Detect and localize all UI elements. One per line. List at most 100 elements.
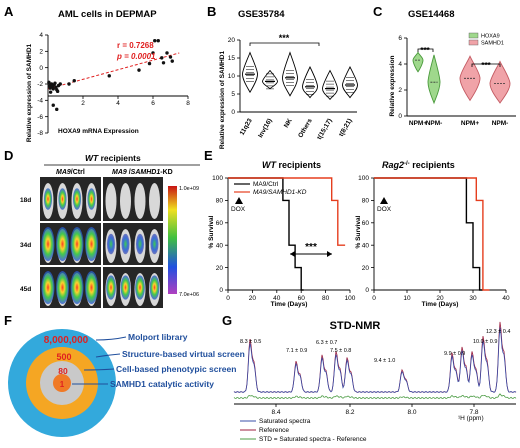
- panel-a: A AML cells in DEPMAP Relative expressio…: [4, 4, 190, 142]
- panel-e1-sig: ***: [305, 242, 317, 253]
- panel-e-ytick-label: 20: [362, 265, 370, 272]
- panel-c-ylabel: Relative expression: [389, 55, 396, 116]
- panel-e-ytick-label: 20: [216, 265, 224, 272]
- panel-a-point: [107, 74, 111, 78]
- panel-e-xtick-label: 0: [226, 295, 230, 302]
- panel-c-violin: [412, 51, 424, 73]
- panel-c: C GSE14468 Relative expression 0 2 4 6 NPM+…: [373, 4, 516, 127]
- panel-a-ytick-label: 4: [39, 32, 43, 39]
- panel-d-mouse-signal: [120, 275, 131, 300]
- panel-d-col2-italic: MA9: [112, 169, 127, 176]
- panel-a-point: [147, 61, 152, 66]
- panel-g-xtick-label: 8.2: [345, 409, 354, 416]
- panel-d-mouse-signal: [41, 271, 55, 304]
- panel-e-xtick-label: 10: [403, 295, 411, 302]
- panel-d-mouse-signal: [121, 233, 130, 255]
- panel-e-ytick-label: 0: [219, 287, 223, 294]
- panel-a-xlabel: HOXA9 mRNA Expression: [58, 128, 139, 135]
- panel-a-point: [55, 89, 60, 94]
- panel-d-mouse-signal: [87, 188, 96, 210]
- panel-a-point: [165, 51, 169, 55]
- panel-c-yticks: 0 2 4 6: [398, 35, 407, 120]
- panel-e1-dox: DOX: [231, 206, 246, 213]
- panel-a-point: [170, 59, 174, 63]
- panel-g-legend-sat: Saturated spectra: [259, 418, 311, 425]
- panel-a-xtick-label: 2: [81, 100, 85, 107]
- panel-e-xtick-label: 40: [273, 295, 281, 302]
- panel-g-peak-label: 7.1 ± 0.9: [286, 348, 307, 354]
- panel-b-xtick-label: Inv(16): [257, 118, 274, 140]
- panel-e1-sig-arrow-left: [290, 251, 295, 257]
- panel-d-mouse-body: [149, 183, 160, 219]
- panel-d-mouse-signal: [43, 188, 53, 210]
- panel-b-title: GSE35784: [238, 9, 285, 20]
- panel-label-b: B: [207, 4, 216, 19]
- panel-e-ytick-label: 80: [362, 198, 370, 205]
- panel-e-title-2: Rag2-/- recipients: [382, 160, 455, 170]
- panel-d-col2-italic2: SAMHD1: [131, 169, 161, 176]
- panel-d-mouse-signal: [58, 188, 67, 210]
- panel-d-colorbar: [168, 186, 177, 294]
- panel-d-mouse-signal: [56, 227, 69, 261]
- panel-c-legend-label: HOXA9: [481, 34, 500, 40]
- panel-d-col2: MA9 /SAMHD1-KD: [112, 169, 173, 176]
- panel-a-ytick-label: -4: [37, 98, 43, 105]
- panel-e-ylabel-1: % Survival: [208, 215, 215, 248]
- panel-g-peak-label: 12.3 ± 0.4: [486, 329, 510, 335]
- panel-g-xtick-label: 7.8: [469, 409, 478, 416]
- panel-d-title: WT recipients: [85, 153, 141, 163]
- panel-g-xtick-label: 8.0: [407, 409, 416, 416]
- panel-d-col1-italic: MA9: [56, 169, 71, 176]
- panel-g-peak-labels: 8.3 ± 0.5 7.1 ± 0.9 6.3 ± 0.7 7.5 ± 0.8 9.4 …: [240, 329, 510, 364]
- panel-a-point: [161, 61, 166, 65]
- panel-f: F 8,000,000 500 80 1 Molport library Str…: [4, 313, 245, 437]
- panel-c-sig-1: ***: [420, 46, 430, 55]
- panel-d-col2-mid: /: [127, 169, 131, 176]
- panel-c-violins: [412, 51, 511, 105]
- panel-e-ylabel-2: % Survival: [355, 215, 362, 248]
- panel-b-ylabel: Relative expression of SAMHD1: [219, 50, 226, 149]
- panel-g-peak-label: 8.3 ± 0.5: [240, 339, 261, 345]
- panel-g-saturated-spectrum: [233, 327, 517, 393]
- panel-f-label-molport: Molport library: [128, 332, 188, 342]
- panel-c-xtick-label: NPM+: [461, 120, 479, 127]
- panel-c-ytick-label: 2: [398, 87, 402, 94]
- panel-e2-ticks: 0 20 40 60 80 100 0 10 20 30 40: [358, 175, 510, 302]
- panel-e-xtick-label: 20: [249, 295, 257, 302]
- panel-d-mouse-signal: [106, 275, 116, 300]
- panel-b-violin: [262, 69, 278, 90]
- panel-e-title-2-italic: Rag2: [382, 160, 404, 170]
- panel-a-point: [48, 90, 53, 94]
- panel-c-ytick-label: 0: [398, 113, 402, 120]
- panel-b-sig-bracket: [249, 42, 320, 46]
- panel-f-label-catalytic: SAMHD1 catalytic activity: [110, 379, 214, 389]
- panel-b-sig: ***: [279, 33, 290, 43]
- panel-f-value-phenotypic: 80: [58, 366, 68, 376]
- panel-a-point: [58, 82, 62, 86]
- panel-b-xtick-label: t(15;17): [316, 118, 334, 142]
- panel-d-colorbar-top: 1.0e+09: [179, 186, 199, 192]
- panel-g-peak-label: 6.3 ± 0.7: [316, 340, 337, 346]
- panel-g-peak-label: 7.5 ± 0.8: [330, 348, 351, 354]
- panel-a-point: [160, 56, 164, 60]
- panel-a-point: [51, 103, 55, 107]
- panel-a-points: [47, 39, 174, 112]
- panel-f-leader-1: [95, 336, 127, 341]
- panel-d-colorbar-bottom: 7.0e+06: [179, 292, 199, 298]
- panel-a-ytick-label: 2: [39, 49, 43, 56]
- panel-d-mouse-signal: [150, 233, 159, 255]
- panel-c-sig-bracket-1: [417, 48, 434, 52]
- panel-e-ytick-label: 40: [362, 242, 370, 249]
- panel-d-title-italic: WT: [85, 153, 99, 163]
- panel-d-mouse-signal: [70, 227, 84, 261]
- panel-e-legend-ctrl: MA9/Ctrl: [253, 181, 279, 188]
- panel-label-d: D: [4, 148, 13, 163]
- panel-e-xtick-label: 80: [322, 295, 330, 302]
- panel-g-xtick-label: 8.4: [271, 409, 280, 416]
- panel-e-xtick-label: 60: [298, 295, 306, 302]
- panel-d-mouse-body: [105, 183, 117, 219]
- panel-d-mouse-signal: [70, 271, 84, 304]
- panel-c-xtick-label: NPM-: [426, 120, 443, 127]
- panel-a-p-value: p = 0.0001: [116, 52, 156, 61]
